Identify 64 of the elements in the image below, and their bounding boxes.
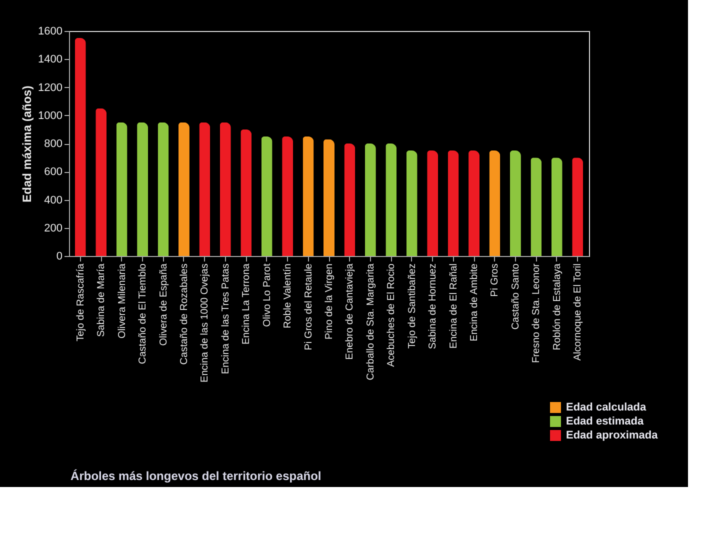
x-tick-label: Pi Gros	[490, 264, 501, 297]
bar	[530, 158, 542, 256]
bar	[220, 122, 231, 256]
bar	[406, 150, 418, 256]
x-tick-label: Olivo Lo Parot	[262, 263, 273, 327]
bar	[240, 129, 252, 256]
legend-label: Edad estimada	[566, 416, 645, 428]
bar	[468, 150, 480, 256]
x-tick-label: Roblón de Estalaya	[552, 263, 563, 350]
bar	[96, 108, 107, 256]
y-tick-label: 0	[56, 250, 62, 262]
legend-label: Edad aproximada	[566, 430, 659, 442]
x-tick-label: Olivera Milenaria	[116, 263, 128, 339]
bar	[572, 158, 584, 256]
x-tick-label: Castaño de Rozabales	[178, 264, 190, 365]
bar	[427, 150, 438, 256]
text: Árboles más longevos del territorio español	[70, 469, 322, 483]
x-tick-label: Sabina de María	[96, 263, 108, 337]
y-tick-label: 600	[44, 166, 62, 178]
x-tick-label: Pi Gros del Retaule	[303, 263, 314, 350]
bar	[178, 122, 190, 256]
y-tick-label: 1400	[38, 54, 62, 66]
x-tick-label: Encina La Terrona	[241, 263, 252, 344]
bar	[158, 122, 169, 256]
bar	[116, 122, 128, 256]
x-tick-label: Castaño Santo	[510, 263, 522, 330]
y-axis-title: Edad máxima (años)	[20, 86, 34, 202]
x-tick-label: Alcornoque de El Toril	[572, 264, 584, 361]
x-tick-label: Acebuches de El Rocio	[386, 263, 398, 367]
y-tick-label: 1000	[38, 110, 62, 122]
x-tick-label: Tejo de Santibañez	[406, 264, 418, 349]
bar	[386, 144, 397, 256]
x-tick-label: Encina de las Tres Patas	[220, 264, 232, 374]
x-tick-label: Tejo de Rascafría	[75, 263, 86, 342]
x-tick-label: Castaño de El Tiemblo	[138, 263, 149, 364]
bar	[261, 136, 272, 256]
bar	[137, 122, 148, 256]
y-tick-label: 1600	[38, 26, 62, 38]
bar	[489, 150, 500, 256]
x-tick-label: Enebro de Cantavieja	[344, 263, 356, 360]
bar	[344, 144, 356, 256]
x-tick-label: Roble Valentín	[282, 264, 294, 328]
y-tick-label: 400	[44, 194, 62, 206]
y-tick-label: 200	[44, 222, 62, 234]
bar	[510, 150, 521, 256]
bar	[448, 150, 459, 256]
x-tick-label: Olivera de España	[158, 263, 170, 346]
x-tick-label: Carballo de Sta. Margarita	[365, 263, 376, 380]
x-tick-label: Sabina de Hornuez	[428, 264, 439, 350]
bar	[282, 136, 294, 256]
x-tick-label: Encina de Ambite	[469, 263, 480, 342]
legend-label: Edad calculada	[566, 402, 647, 414]
bar	[364, 144, 376, 256]
y-tick-label: 800	[44, 138, 62, 150]
y-tick-label: 1200	[38, 82, 62, 94]
bar	[74, 38, 86, 256]
x-tick-label: Encina de las 1000 Ovejas	[200, 264, 211, 382]
x-tick-label: Fresno de Sta. Leonor	[531, 262, 542, 364]
bar	[551, 158, 562, 256]
bar	[199, 122, 210, 256]
bar	[302, 136, 314, 256]
bar	[324, 139, 334, 256]
x-tick-label: Pino de la Virgen	[324, 264, 335, 340]
x-tick-label: Encina de El Rañal	[448, 264, 460, 349]
